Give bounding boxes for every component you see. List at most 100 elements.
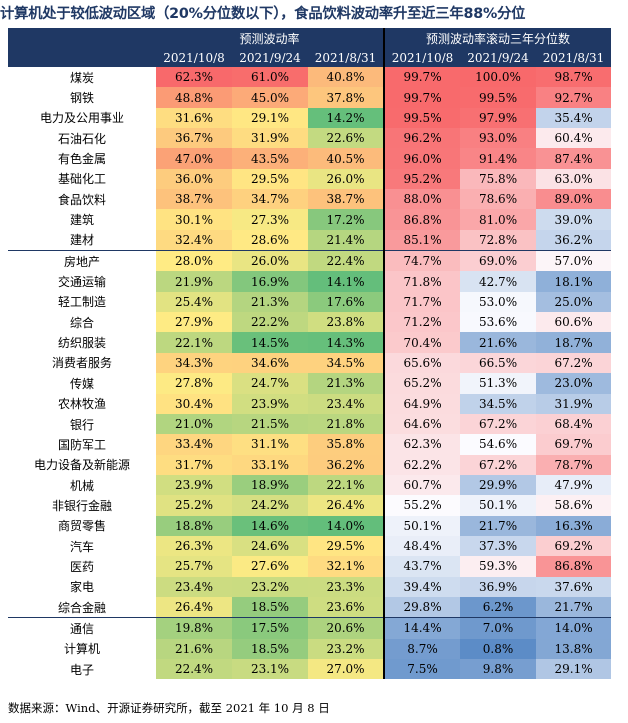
volatility-cell: 27.3% xyxy=(232,209,308,230)
volatility-cell: 17.6% xyxy=(308,291,385,313)
percentile-cell: 51.3% xyxy=(460,373,537,394)
percentile-cell: 68.4% xyxy=(536,413,612,435)
percentile-cell: 23.0% xyxy=(536,373,612,394)
volatility-cell: 31.7% xyxy=(156,454,232,475)
industry-name: 综合金融 xyxy=(57,600,106,615)
volatility-cell: 23.4% xyxy=(308,393,385,414)
volatility-cell: 36.0% xyxy=(156,168,232,190)
volatility-cell: 22.4% xyxy=(156,658,232,680)
industry-name: 汽车 xyxy=(69,539,94,554)
percentile-cell: 88.0% xyxy=(383,189,461,210)
volatility-cell: 30.4% xyxy=(156,393,232,414)
volatility-cell: 31.6% xyxy=(156,107,232,129)
percentile-cell: 62.2% xyxy=(383,454,461,475)
percentile-cell: 67.2% xyxy=(460,454,537,475)
volatility-cell: 14.1% xyxy=(308,271,385,292)
percentile-cell: 69.0% xyxy=(460,250,537,272)
volatility-cell: 61.0% xyxy=(232,67,308,88)
volatility-cell: 29.1% xyxy=(232,107,308,129)
industry-name: 电力及公用事业 xyxy=(39,111,124,126)
volatility-cell: 21.6% xyxy=(156,638,232,659)
volatility-cell: 14.0% xyxy=(308,515,385,536)
volatility-cell: 40.8% xyxy=(308,67,385,88)
percentile-cell: 18.7% xyxy=(536,332,612,353)
percentile-cell: 71.2% xyxy=(383,312,461,333)
industry-name: 机械 xyxy=(69,478,94,493)
volatility-cell: 23.3% xyxy=(308,576,385,597)
industry-name: 食品饮料 xyxy=(57,192,106,207)
percentile-cell: 64.6% xyxy=(383,413,461,435)
percentile-cell: 91.4% xyxy=(460,148,537,169)
table-row: 通信 19.8% 17.5% 20.6% 14.4% 7.0% 14.0% xyxy=(8,617,612,639)
volatility-cell: 29.5% xyxy=(232,168,308,190)
percentile-cell: 67.2% xyxy=(536,352,612,374)
percentile-cell: 53.0% xyxy=(460,291,537,313)
percentile-cell: 55.2% xyxy=(383,495,461,516)
percentile-cell: 99.7% xyxy=(383,87,461,108)
volatility-cell: 24.2% xyxy=(232,495,308,516)
volatility-cell: 28.6% xyxy=(232,229,308,251)
table-title: 计算机处于较低波动区域（20%分位数以下），食品饮料波动率升至近三年88%分位 xyxy=(0,6,526,22)
percentile-cell: 60.7% xyxy=(383,474,461,496)
percentile-cell: 67.2% xyxy=(460,413,537,435)
percentile-cell: 39.0% xyxy=(536,209,612,230)
volatility-cell: 23.1% xyxy=(232,658,308,680)
table-row: 非银行金融 25.2% 24.2% 26.4% 55.2% 50.1% 58.6% xyxy=(8,495,612,516)
volatility-cell: 22.2% xyxy=(232,312,308,333)
percentile-cell: 59.3% xyxy=(460,556,537,577)
percentile-cell: 60.4% xyxy=(536,128,612,149)
volatility-cell: 37.8% xyxy=(308,87,385,108)
table-row: 医药 25.7% 27.6% 32.1% 43.7% 59.3% 86.8% xyxy=(8,556,612,577)
volatility-cell: 21.4% xyxy=(308,229,385,251)
volatility-cell: 14.3% xyxy=(308,332,385,353)
table-row: 综合金融 26.4% 18.5% 23.6% 29.8% 6.2% 21.7% xyxy=(8,596,612,618)
volatility-cell: 18.9% xyxy=(232,474,308,496)
percentile-cell: 74.7% xyxy=(383,250,461,272)
volatility-cell: 34.6% xyxy=(232,352,308,374)
table-row: 电子 22.4% 23.1% 27.0% 7.5% 9.8% 29.1% xyxy=(8,658,612,680)
percentile-cell: 69.2% xyxy=(536,535,612,557)
volatility-cell: 45.0% xyxy=(232,87,308,108)
percentile-cell: 60.6% xyxy=(536,312,612,333)
percentile-cell: 18.1% xyxy=(536,271,612,292)
industry-name: 基础化工 xyxy=(57,172,106,187)
volatility-cell: 33.1% xyxy=(232,454,308,475)
volatility-cell: 34.5% xyxy=(308,352,385,374)
industry-name: 农林牧渔 xyxy=(57,397,106,412)
percentile-cell: 6.2% xyxy=(460,596,537,618)
percentile-cell: 9.8% xyxy=(460,658,537,680)
table-row: 交通运输 21.9% 16.9% 14.1% 71.8% 42.7% 18.1% xyxy=(8,271,612,292)
table-row: 基础化工 36.0% 29.5% 26.0% 95.2% 75.8% 63.0% xyxy=(8,168,612,190)
volatility-cell: 23.6% xyxy=(308,596,385,618)
volatility-cell: 17.2% xyxy=(308,209,385,230)
percentile-cell: 81.0% xyxy=(460,209,537,230)
percentile-cell: 37.6% xyxy=(536,576,612,597)
table-body: 煤炭 62.3% 61.0% 40.8% 99.7% 100.0% 98.7% 钢铁 48.8%… xyxy=(8,67,612,680)
volatility-cell: 35.8% xyxy=(308,434,385,455)
industry-name: 医药 xyxy=(69,559,94,574)
table-row: 轻工制造 25.4% 21.3% 17.6% 71.7% 53.0% 25.0% xyxy=(8,291,612,313)
industry-name: 计算机 xyxy=(63,642,100,657)
percentile-cell: 36.9% xyxy=(460,576,537,597)
volatility-cell: 21.5% xyxy=(232,413,308,435)
table-row: 房地产 28.0% 26.0% 22.4% 74.7% 69.0% 57.0% xyxy=(8,250,612,272)
percentile-cell: 99.5% xyxy=(383,107,461,129)
volatility-cell: 21.3% xyxy=(308,373,385,394)
table-row: 农林牧渔 30.4% 23.9% 23.4% 64.9% 34.5% 31.9% xyxy=(8,393,612,414)
table-row: 石油石化 36.7% 31.9% 22.6% 96.2% 93.0% 60.4% xyxy=(8,128,612,149)
table-row: 机械 23.9% 18.9% 22.1% 60.7% 29.9% 47.9% xyxy=(8,474,612,496)
table-row: 食品饮料 38.7% 34.7% 38.7% 88.0% 78.6% 89.0% xyxy=(8,189,612,210)
volatility-cell: 29.5% xyxy=(308,535,385,557)
volatility-cell: 14.2% xyxy=(308,107,385,129)
volatility-cell: 32.1% xyxy=(308,556,385,577)
percentile-cell: 29.1% xyxy=(536,658,612,680)
percentile-cell: 69.7% xyxy=(536,434,612,455)
header-date: 2021/8/31 xyxy=(536,48,612,67)
volatility-cell: 48.8% xyxy=(156,87,232,108)
industry-name: 钢铁 xyxy=(69,91,94,106)
industry-name: 消费者服务 xyxy=(51,356,112,371)
volatility-cell: 23.2% xyxy=(232,576,308,597)
percentile-cell: 16.3% xyxy=(536,515,612,536)
volatility-cell: 23.4% xyxy=(156,576,232,597)
table-row: 电力及公用事业 31.6% 29.1% 14.2% 99.5% 97.9% 35.4% xyxy=(8,107,612,129)
